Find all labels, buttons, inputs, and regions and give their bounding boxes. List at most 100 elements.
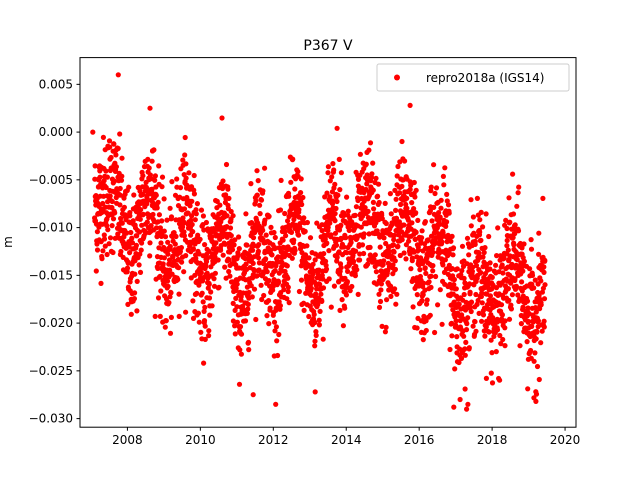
x-axis: 2008 2010 2012 2014 2016 2018 2020	[112, 427, 580, 447]
data-point	[528, 237, 534, 243]
data-point	[298, 176, 304, 182]
data-point	[539, 289, 546, 295]
data-point	[243, 261, 249, 267]
data-point	[412, 194, 418, 200]
data-point	[136, 229, 143, 235]
data-point	[198, 207, 205, 213]
data-point	[447, 346, 453, 353]
data-point	[382, 200, 388, 206]
data-point	[137, 269, 144, 275]
data-point	[316, 322, 322, 328]
data-point	[218, 247, 224, 253]
data-point	[194, 201, 200, 207]
data-point	[300, 194, 306, 201]
data-point	[404, 205, 410, 211]
data-point	[307, 235, 314, 241]
data-point	[514, 257, 520, 263]
data-point	[423, 327, 429, 334]
data-point	[507, 219, 513, 225]
y-axis: 0.005 0.000 −0.005 −0.010 −0.015 −0.020 −0.025…	[29, 77, 80, 426]
data-point	[99, 256, 105, 262]
data-point	[428, 284, 434, 290]
data-point	[429, 218, 435, 224]
data-point	[296, 288, 302, 295]
data-point	[524, 298, 531, 304]
data-point	[180, 157, 186, 163]
data-point	[367, 140, 374, 146]
x-tick-label: 2020	[550, 433, 581, 447]
data-point	[463, 327, 470, 333]
data-point	[284, 296, 290, 302]
data-point	[435, 302, 441, 308]
data-point	[336, 156, 342, 162]
data-point	[341, 244, 347, 250]
data-point	[339, 297, 345, 303]
data-point	[392, 266, 398, 272]
data-point	[388, 293, 394, 299]
data-point	[237, 347, 243, 353]
data-point	[167, 330, 174, 336]
data-point	[361, 231, 367, 237]
data-point	[196, 251, 202, 257]
data-point	[236, 381, 243, 387]
data-point	[343, 292, 349, 298]
data-point	[413, 210, 419, 216]
data-point	[97, 174, 103, 180]
data-point	[399, 237, 405, 243]
data-point	[411, 206, 417, 212]
data-point	[363, 161, 369, 167]
data-point	[256, 242, 262, 248]
data-point	[401, 250, 407, 256]
data-point	[440, 262, 446, 268]
data-point	[207, 312, 213, 318]
data-point	[395, 163, 401, 170]
data-point	[226, 268, 232, 275]
data-point	[528, 347, 534, 354]
data-point	[424, 297, 430, 303]
data-point	[195, 310, 201, 316]
data-point	[326, 276, 332, 282]
data-point	[420, 292, 426, 298]
data-point	[479, 300, 485, 306]
legend-marker	[394, 74, 400, 81]
data-point	[390, 242, 396, 248]
data-point	[343, 235, 349, 241]
data-point	[155, 295, 162, 301]
data-point	[179, 259, 185, 265]
plot-frame	[79, 57, 577, 428]
data-point	[397, 252, 403, 259]
data-point	[156, 163, 162, 169]
data-point	[117, 131, 123, 137]
data-point	[283, 233, 289, 239]
data-point	[472, 238, 478, 244]
data-point	[355, 291, 361, 297]
data-point	[164, 217, 170, 223]
data-point	[508, 302, 514, 308]
data-point	[115, 145, 121, 152]
data-point	[414, 325, 420, 331]
data-point	[511, 242, 517, 248]
data-point	[301, 215, 307, 221]
data-point	[93, 268, 99, 274]
data-point	[136, 262, 142, 268]
data-point	[238, 331, 245, 337]
data-point	[519, 279, 525, 285]
data-point	[379, 216, 385, 222]
data-point	[480, 254, 486, 260]
data-point	[244, 284, 250, 290]
data-point	[257, 211, 263, 217]
data-point	[104, 174, 110, 180]
data-point	[467, 281, 473, 287]
data-point	[220, 252, 226, 258]
data-point	[502, 343, 508, 349]
data-point	[502, 318, 508, 324]
data-point	[358, 224, 364, 230]
data-point	[403, 256, 409, 262]
data-point	[451, 276, 457, 283]
data-point	[145, 156, 151, 162]
data-point	[477, 229, 483, 235]
data-point	[106, 138, 113, 144]
data-point	[190, 298, 196, 304]
data-point	[143, 184, 149, 190]
data-point	[479, 318, 485, 324]
